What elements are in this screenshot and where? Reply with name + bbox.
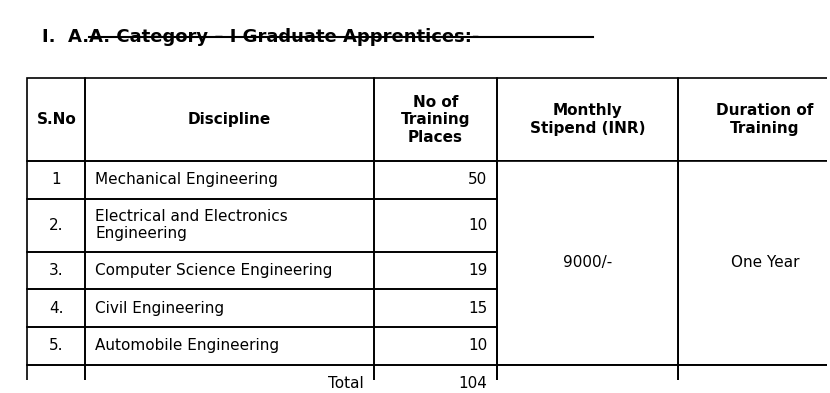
Bar [27, 252, 85, 289]
Bar [27, 327, 85, 365]
Bar [85, 199, 374, 252]
Text: 104: 104 [458, 376, 487, 391]
Bar [85, 252, 374, 289]
Bar [374, 289, 497, 327]
Bar [497, 78, 678, 161]
Text: 2.: 2. [49, 218, 64, 233]
Bar [497, 252, 678, 289]
Text: 15: 15 [468, 301, 487, 316]
Text: 4.: 4. [49, 301, 64, 316]
Bar [678, 161, 830, 199]
Text: I.  A.: I. A. [42, 28, 95, 46]
Bar [497, 365, 678, 393]
Bar [678, 365, 830, 393]
Bar [374, 78, 497, 161]
Bar [679, 365, 830, 393]
Bar [497, 327, 678, 365]
Text: Total: Total [328, 376, 364, 391]
Bar [678, 365, 830, 393]
Text: 19: 19 [468, 263, 487, 278]
Text: Electrical and Electronics
Engineering: Electrical and Electronics Engineering [95, 209, 288, 241]
Text: 1: 1 [51, 173, 61, 187]
Bar [374, 199, 497, 252]
Bar [85, 327, 374, 365]
Bar [497, 161, 678, 365]
Text: Monthly
Stipend (INR): Monthly Stipend (INR) [530, 103, 646, 136]
Bar [497, 199, 678, 252]
Text: No of
Training
Places: No of Training Places [401, 95, 470, 145]
Bar [678, 78, 830, 161]
Bar [27, 78, 85, 161]
Bar [497, 365, 678, 393]
Bar [679, 162, 830, 364]
Bar [27, 365, 85, 393]
Text: Civil Engineering: Civil Engineering [95, 301, 224, 316]
Text: 10: 10 [468, 338, 487, 353]
Bar [85, 161, 374, 199]
Text: Mechanical Engineering: Mechanical Engineering [95, 173, 278, 187]
Bar [27, 161, 85, 199]
Text: Computer Science Engineering: Computer Science Engineering [95, 263, 333, 278]
Bar [85, 78, 374, 161]
Text: Duration of
Training: Duration of Training [716, 103, 813, 136]
Text: S.No: S.No [37, 112, 76, 127]
Bar [498, 162, 677, 364]
Bar [678, 161, 830, 365]
Bar [374, 161, 497, 199]
Bar [678, 199, 830, 252]
Bar [678, 289, 830, 327]
Text: Automobile Engineering: Automobile Engineering [95, 338, 279, 353]
Bar [85, 365, 374, 393]
Bar [374, 365, 497, 393]
Bar [678, 252, 830, 289]
Bar [678, 327, 830, 365]
Bar [27, 199, 85, 252]
Bar [27, 289, 85, 327]
Bar [497, 161, 678, 199]
Text: 5.: 5. [49, 338, 64, 353]
Bar [85, 289, 374, 327]
Bar [497, 289, 678, 327]
Text: A. Category – I Graduate Apprentices:-: A. Category – I Graduate Apprentices:- [89, 28, 479, 46]
Bar [374, 252, 497, 289]
Text: Discipline: Discipline [188, 112, 271, 127]
Text: 50: 50 [468, 173, 487, 187]
Text: 9000/-: 9000/- [564, 255, 613, 270]
Bar [498, 365, 677, 393]
Text: 3.: 3. [49, 263, 64, 278]
Text: One Year: One Year [730, 255, 799, 270]
Text: 10: 10 [468, 218, 487, 233]
Bar [374, 327, 497, 365]
